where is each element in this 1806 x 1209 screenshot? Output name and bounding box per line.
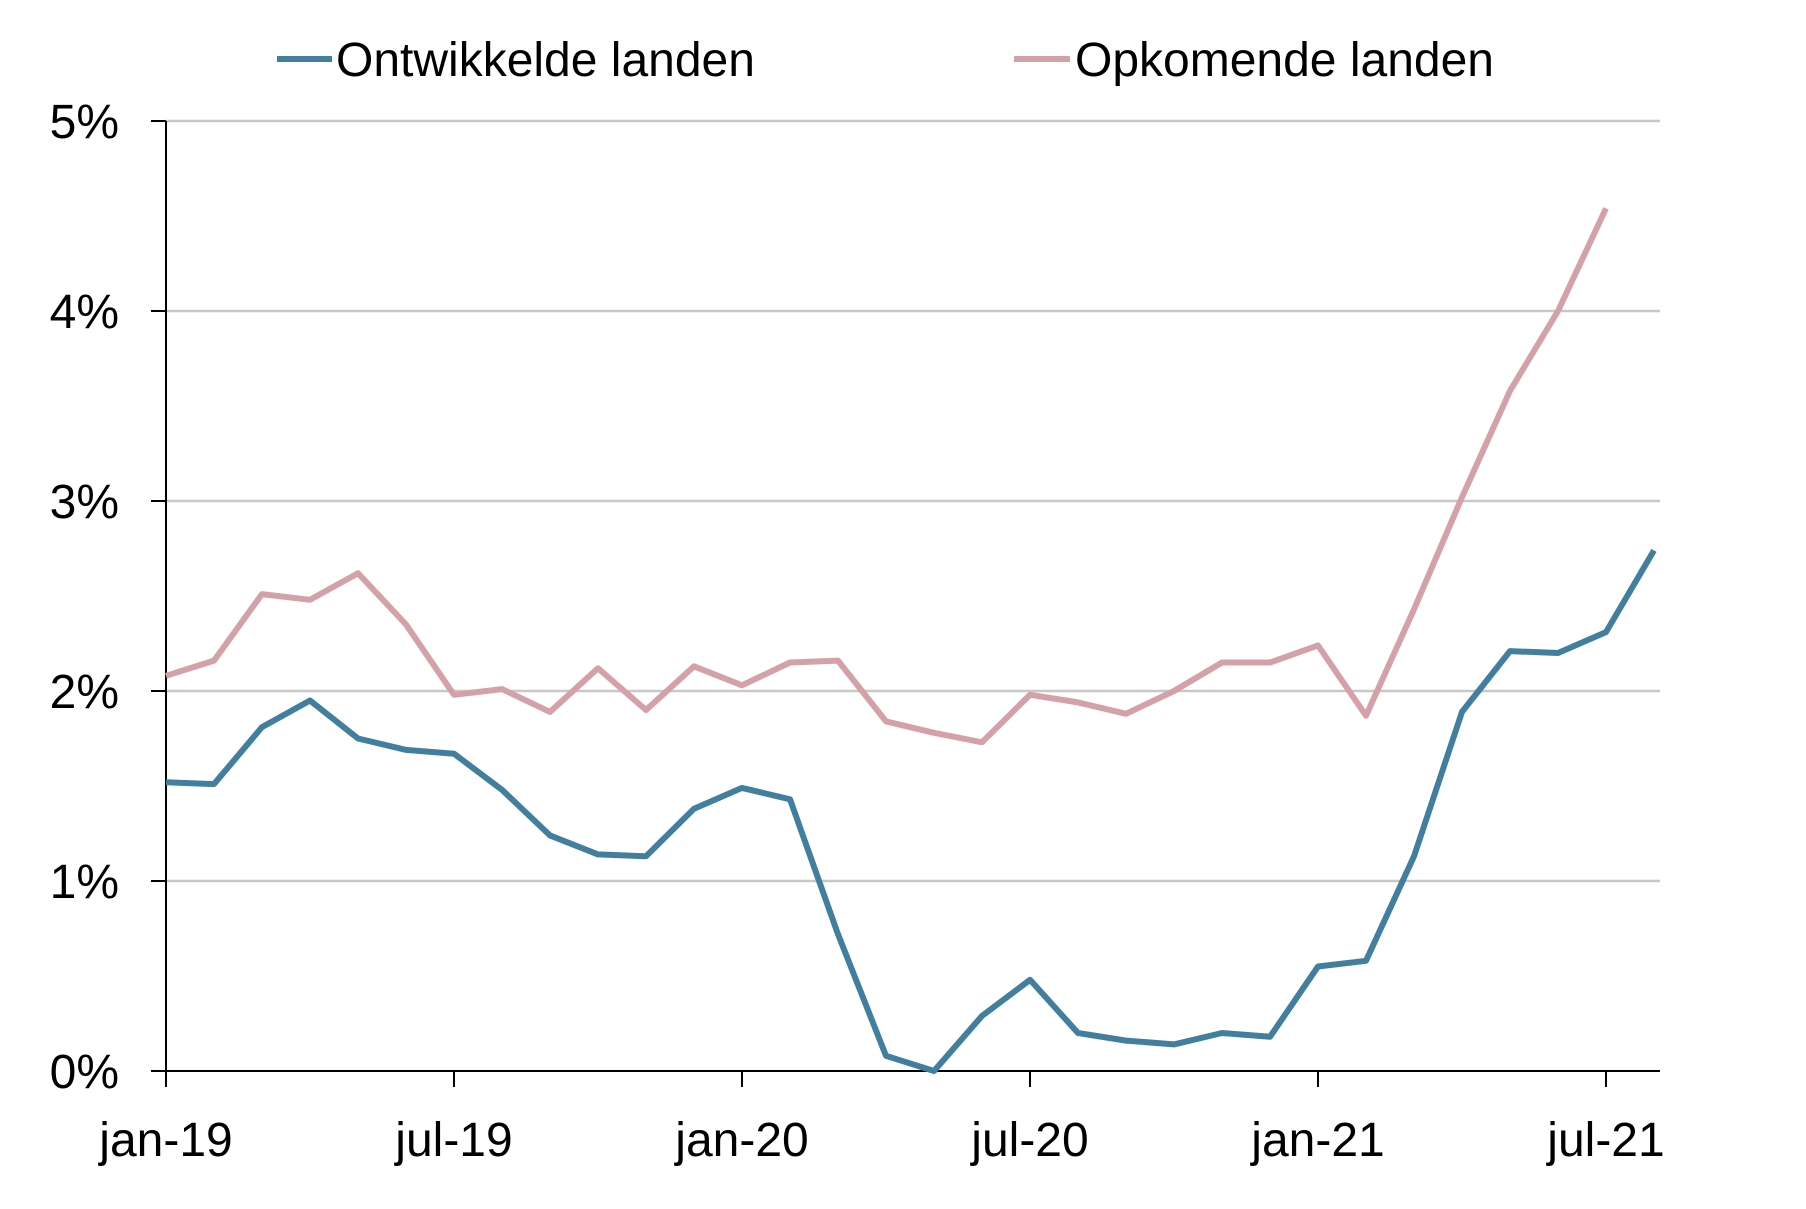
x-tick-label: jan-19 bbox=[97, 1114, 232, 1167]
legend-label-opkomende-landen: Opkomende landen bbox=[1075, 34, 1494, 87]
x-tick-label: jan-20 bbox=[673, 1114, 808, 1167]
series-lines bbox=[165, 207, 1657, 1074]
x-tick-label: jan-21 bbox=[1249, 1114, 1384, 1167]
axes bbox=[151, 120, 1660, 1087]
y-tick-label: 5% bbox=[50, 96, 119, 149]
y-axis-tick-labels: 0% 1% 2% 3% 4% 5% bbox=[50, 96, 119, 1099]
legend: Ontwikkelde landen Opkomende landen bbox=[277, 34, 1494, 87]
series-line-opkomende-landen bbox=[165, 207, 1609, 746]
legend-label-ontwikkelde-landen: Ontwikkelde landen bbox=[336, 34, 755, 87]
y-tick-label: 4% bbox=[50, 286, 119, 339]
y-tick-label: 0% bbox=[50, 1046, 119, 1099]
y-tick-label: 1% bbox=[50, 856, 119, 909]
y-tick-label: 2% bbox=[50, 666, 119, 719]
y-tick-label: 3% bbox=[50, 476, 119, 529]
gridlines bbox=[166, 119, 1660, 883]
x-axis-tick-labels: jan-19 jul-19 jan-20 jul-20 jan-21 jul-21 bbox=[97, 1114, 1664, 1167]
x-tick-label: jul-21 bbox=[1545, 1114, 1664, 1167]
x-tick-label: jul-20 bbox=[969, 1114, 1088, 1167]
series-line-ontwikkelde-landen bbox=[165, 548, 1657, 1074]
x-tick-label: jul-19 bbox=[393, 1114, 512, 1167]
